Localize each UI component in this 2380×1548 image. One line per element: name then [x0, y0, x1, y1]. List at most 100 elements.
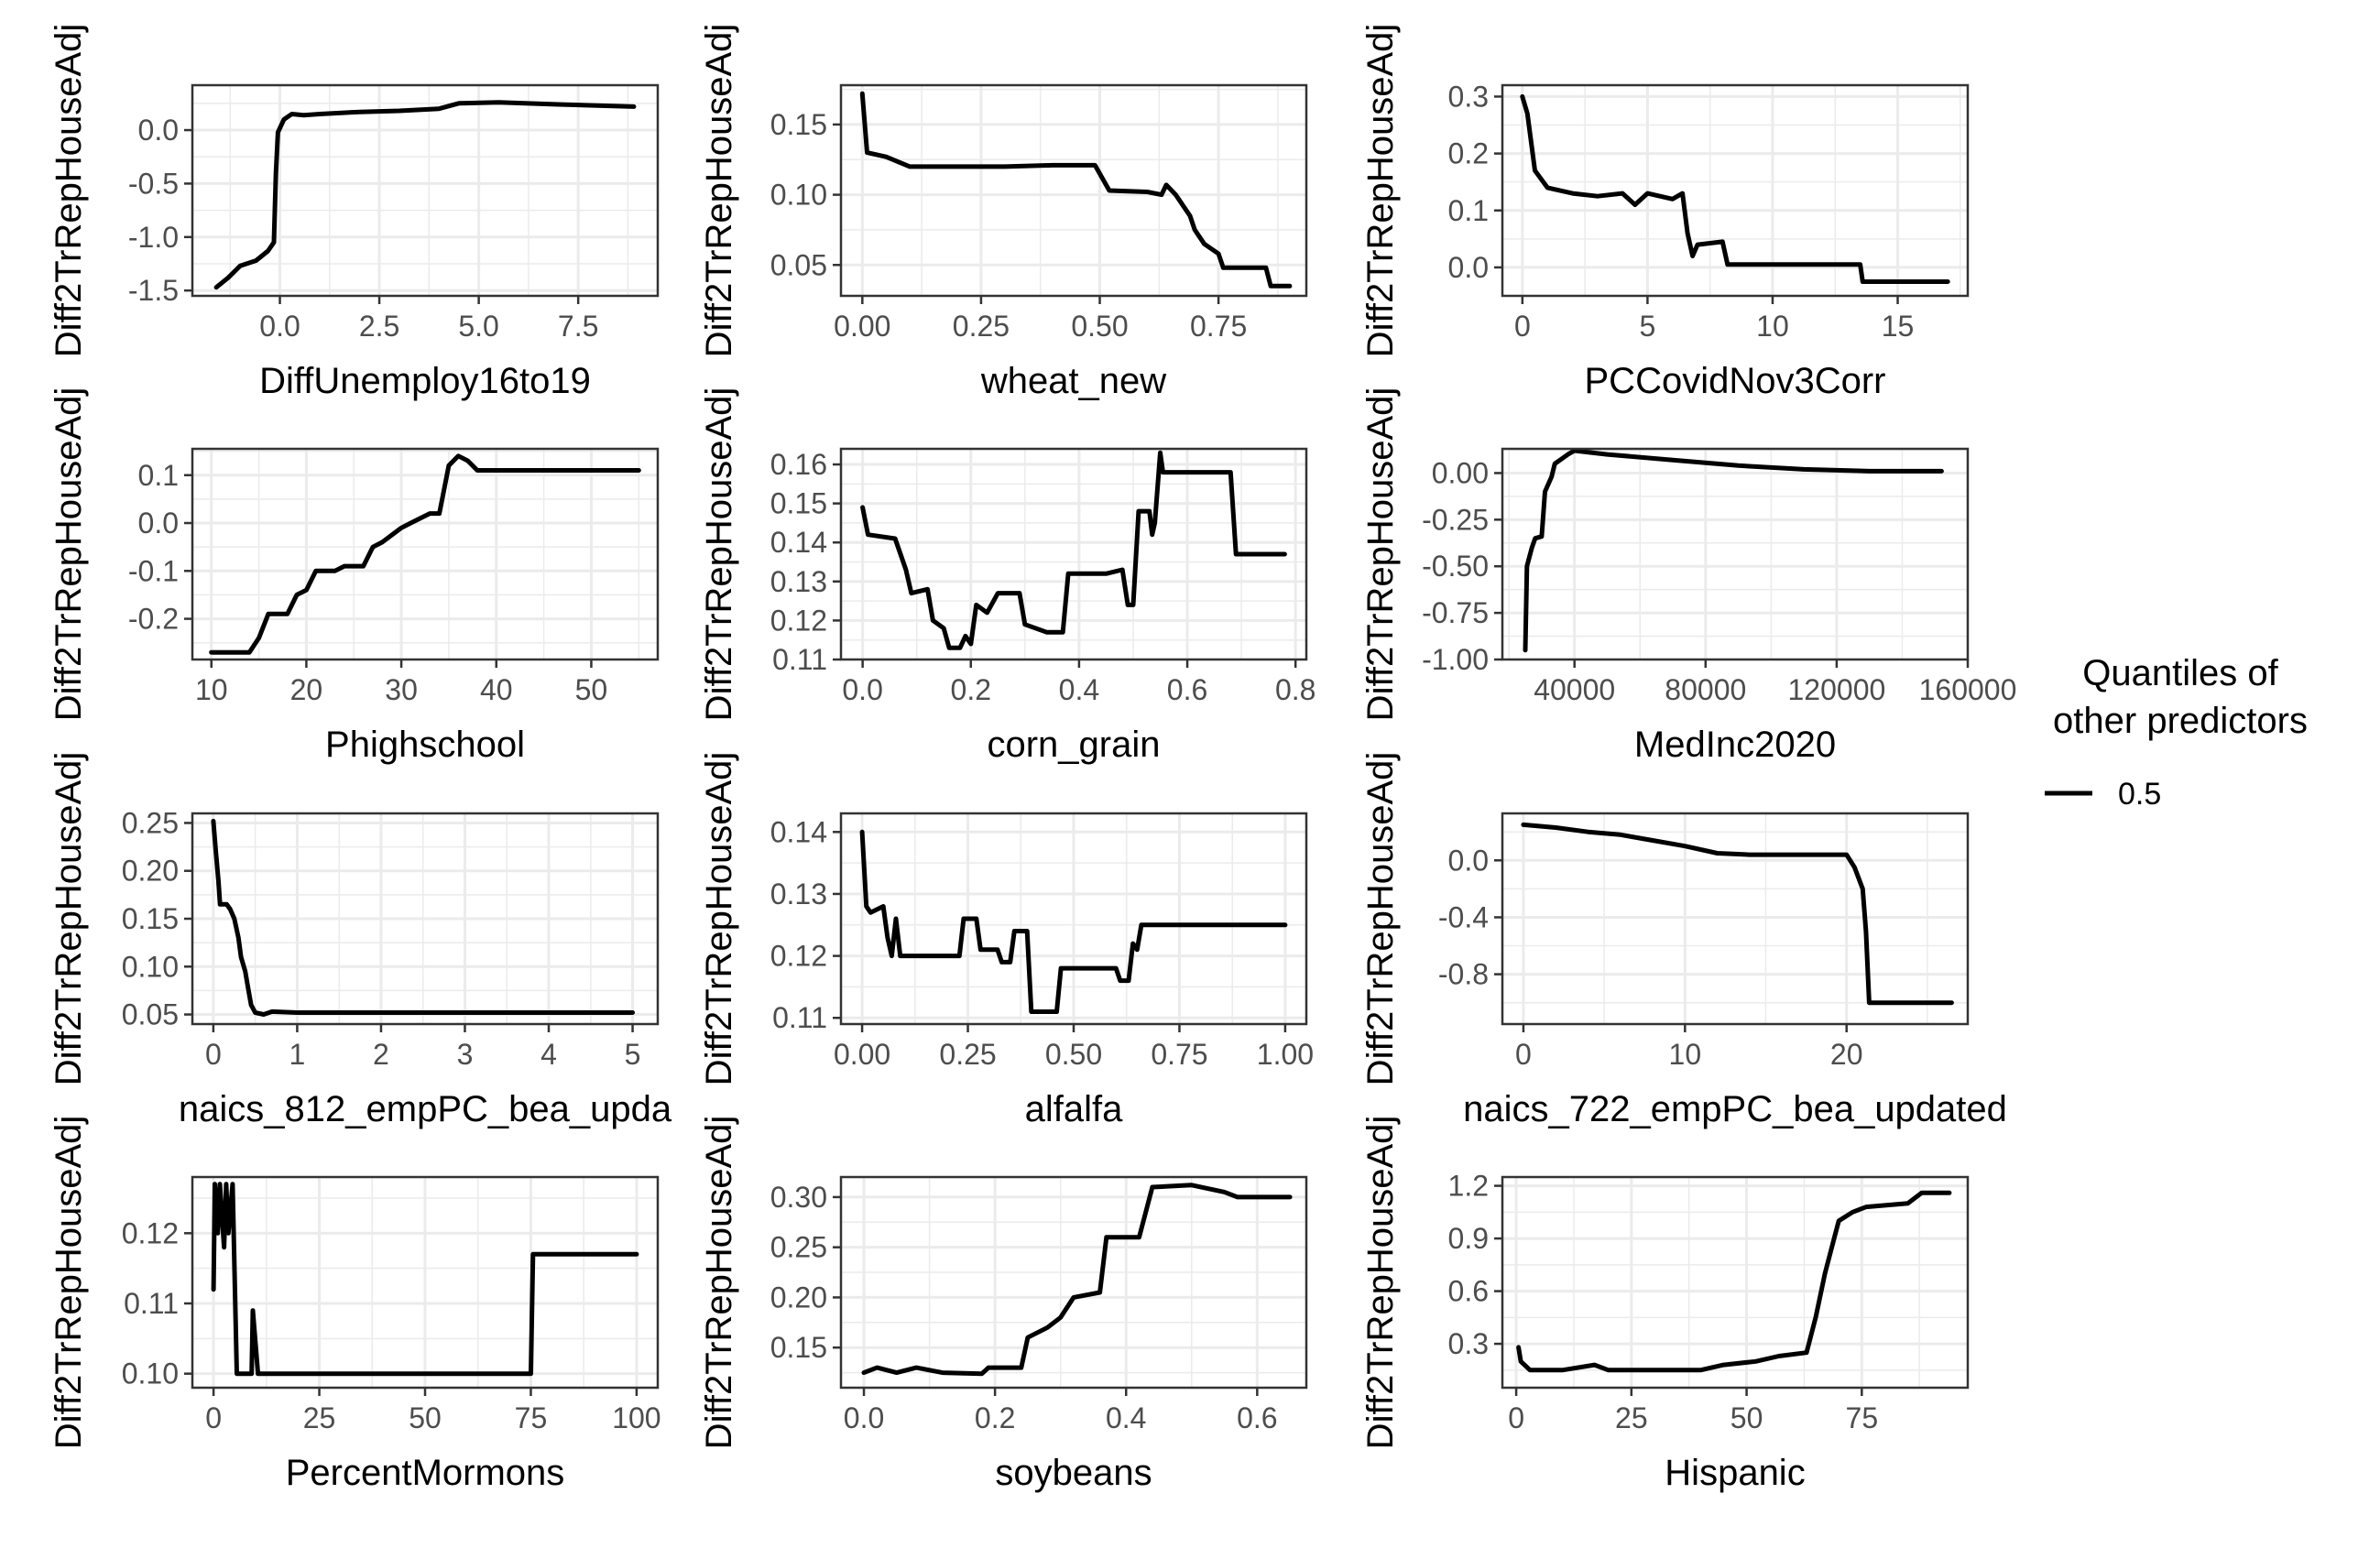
series-line [1516, 1190, 1952, 1373]
panel-2: 0.00 0.25 0.50 0.75 0.05 0.10 0.15 wheat_new Dif… [699, 24, 1308, 401]
x-tick-label: 7.5 [558, 310, 598, 343]
y-tick-label: 0.13 [770, 565, 827, 598]
panel-5: 0.0 0.2 0.4 0.6 0.8 0.11 0.12 0.13 0.14 0.15 0.16 c… [699, 387, 1316, 765]
legend-entry-label: 0.5 [2118, 777, 2161, 812]
y-tick-label: 0.0 [138, 114, 179, 147]
x-tick-label: 160000 [1919, 673, 2017, 706]
x-tick-label: 20 [1830, 1038, 1863, 1071]
x-tick-label: 3 [457, 1038, 474, 1071]
legend-title-line2: other predictors [2053, 701, 2308, 741]
gridlines [841, 1177, 1306, 1388]
y-tick-label: -0.8 [1438, 958, 1489, 991]
x-tick-label: 0.50 [1045, 1038, 1102, 1071]
panel-border [191, 447, 660, 661]
y-tick-label: 0.05 [770, 248, 827, 281]
series-group [1523, 449, 1944, 653]
y-tick-label: -0.50 [1422, 550, 1489, 583]
x-axis-title: naics_722_empPC_bea_updated [1463, 1089, 2007, 1129]
x-tick-label: 80000 [1665, 673, 1746, 706]
series-line [209, 453, 641, 655]
x-tick-label: 15 [1882, 310, 1915, 343]
panel-12: 0 25 50 75 0.3 0.6 0.9 1.2 Hispanic Diff2TrRepHou… [1360, 1116, 1970, 1493]
y-axis-title: Diff2TrRepHouseAdj [1360, 24, 1401, 358]
y-tick-label: 0.1 [1448, 194, 1489, 227]
y-axis-title: Diff2TrRepHouseAdj [699, 1116, 739, 1450]
x-tick-label: 25 [1615, 1401, 1648, 1434]
x-axis-title: DiffUnemploy16to19 [259, 361, 591, 401]
y-axis-title: Diff2TrRepHouseAdj [1360, 1116, 1401, 1450]
panel-3: 0 5 10 15 0.0 0.1 0.2 0.3 PCCovidNov3Corr Diff2Tr… [1360, 24, 1970, 401]
y-tick-label: 0.15 [770, 487, 827, 520]
y-axis-title: Diff2TrRepHouseAdj [699, 752, 739, 1086]
y-axis-title: Diff2TrRepHouseAdj [49, 1116, 89, 1450]
gridlines [192, 449, 658, 660]
y-axis-title: Diff2TrRepHouseAdj [1360, 752, 1401, 1086]
x-tick-label: 5.0 [458, 310, 498, 343]
gridlines [192, 85, 658, 296]
x-tick-label: 0.2 [951, 673, 991, 706]
series-line [211, 818, 635, 1017]
series-group [1521, 822, 1954, 1006]
panel-11: 0.0 0.2 0.4 0.6 0.15 0.20 0.25 0.30 soybeans Diff… [699, 1116, 1308, 1493]
x-tick-label: 0.00 [834, 310, 890, 343]
x-tick-label: 0.4 [1106, 1401, 1146, 1434]
x-tick-label: 0.4 [1059, 673, 1099, 706]
x-tick-label: 0 [1514, 310, 1531, 343]
x-tick-label: 0.8 [1275, 673, 1316, 706]
series-line [211, 1182, 639, 1377]
x-tick-label: 1 [289, 1038, 306, 1071]
series-group [209, 453, 641, 655]
y-tick-label: 1.2 [1448, 1170, 1489, 1203]
plot-background [1502, 449, 1968, 660]
panel-border [839, 83, 1308, 298]
x-tick-label: 50 [1730, 1401, 1763, 1434]
x-axis-title: corn_grain [987, 725, 1160, 765]
x-tick-label: 0.25 [953, 310, 1010, 343]
x-tick-label: 0.6 [1167, 673, 1207, 706]
x-tick-label: 25 [303, 1401, 336, 1434]
y-tick-label: -0.75 [1422, 596, 1489, 629]
y-tick-label: -0.4 [1438, 900, 1489, 933]
gridlines [841, 813, 1306, 1024]
x-tick-label: 0.6 [1237, 1401, 1277, 1434]
y-axis-title: Diff2TrRepHouseAdj [699, 387, 739, 722]
series-group [1520, 93, 1950, 284]
x-tick-label: 10 [1756, 310, 1789, 343]
x-tick-label: 10 [195, 673, 228, 706]
y-tick-label: -1.0 [128, 221, 179, 254]
y-tick-label: 0.10 [122, 1357, 179, 1390]
series-line [859, 829, 1288, 1014]
plot-background [1502, 85, 1968, 296]
x-tick-label: 2.5 [359, 310, 399, 343]
y-tick-label: 0.14 [770, 815, 827, 848]
series-group [859, 91, 1293, 289]
x-axis-title: Phighschool [325, 725, 525, 765]
y-tick-label: 0.10 [770, 179, 827, 212]
panel-7: 0 1 2 3 4 5 0.05 0.10 0.15 0.20 0.25 naics_812_empP… [49, 752, 672, 1129]
plot-background [192, 449, 658, 660]
gridlines [1502, 1177, 1968, 1388]
panel-border [191, 83, 660, 298]
panel-border [1501, 447, 1970, 661]
y-tick-label: 0.1 [138, 459, 179, 492]
y-axis-title: Diff2TrRepHouseAdj [49, 24, 89, 358]
series-line [1523, 449, 1944, 653]
panel-border [839, 1175, 1308, 1390]
x-tick-label: 0 [205, 1401, 222, 1434]
y-tick-label: 0.10 [122, 950, 179, 983]
y-tick-label: 0.0 [1448, 844, 1489, 877]
y-tick-label: -1.5 [128, 274, 179, 307]
y-axis-title: Diff2TrRepHouseAdj [699, 24, 739, 358]
x-tick-label: 10 [1669, 1038, 1702, 1071]
y-tick-label: 0.11 [772, 643, 827, 676]
y-tick-label: -0.25 [1422, 503, 1489, 536]
panel-10: 0 25 50 75 100 0.10 0.11 0.12 PercentMormons Diff… [49, 1116, 661, 1493]
y-tick-label: 0.11 [124, 1287, 179, 1320]
x-tick-label: 120000 [1788, 673, 1886, 706]
y-tick-label: 0.3 [1448, 1327, 1489, 1360]
panel-border [1501, 812, 1970, 1026]
panel-border [839, 447, 1308, 661]
y-axis-title: Diff2TrRepHouseAdj [49, 752, 89, 1086]
y-tick-label: 0.14 [770, 526, 827, 559]
